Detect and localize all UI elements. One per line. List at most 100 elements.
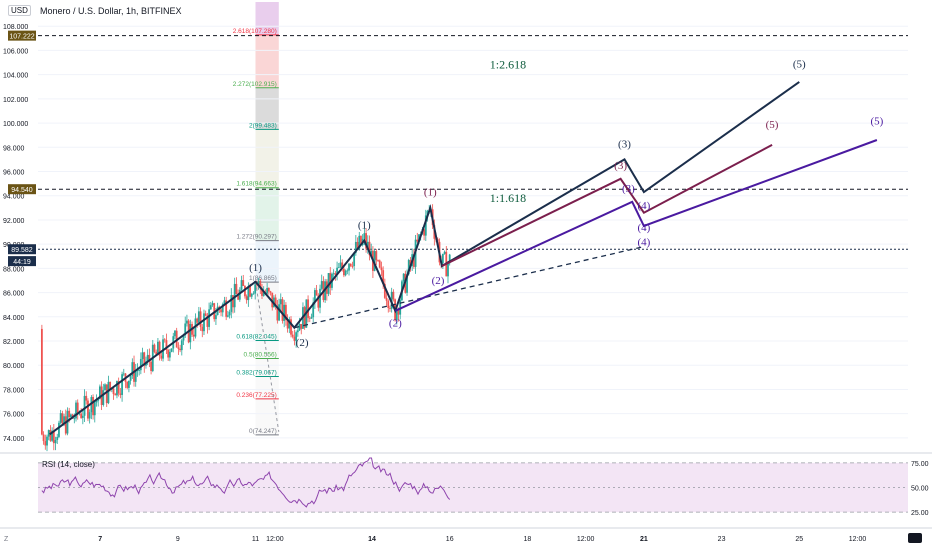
price-tag-text: 44:19	[13, 259, 31, 266]
x-tick-label: 9	[176, 536, 180, 543]
candle-body	[117, 381, 120, 394]
candle-body	[320, 281, 323, 289]
fib-level-label: 0.618(82.045)	[236, 333, 276, 340]
trend-dashed-line	[294, 245, 645, 329]
candle-body	[52, 430, 55, 444]
candle-body	[288, 319, 291, 329]
y-tick-label: 100.000	[3, 121, 28, 128]
candle-body	[92, 397, 94, 416]
candle-body	[354, 241, 357, 253]
candle-body	[107, 381, 110, 404]
fib-zone	[255, 340, 279, 435]
wave-label: (2)	[389, 317, 402, 329]
candle-body	[418, 234, 420, 242]
x-tick-label: 25	[795, 536, 803, 543]
wave-label: (4)	[637, 222, 650, 234]
candle-body	[416, 239, 419, 242]
candle-body	[269, 291, 272, 293]
fib-level-label: 1(86.865)	[249, 275, 277, 282]
currency-button[interactable]: USD	[8, 5, 31, 16]
candle-body	[247, 286, 250, 301]
candle-body	[348, 263, 350, 271]
candle-body	[170, 348, 173, 352]
candle-body	[232, 295, 234, 308]
candle-body	[155, 351, 158, 355]
candle-body	[424, 215, 427, 236]
candle-body	[233, 283, 236, 308]
candle-body	[146, 354, 149, 362]
candle-body	[182, 335, 185, 341]
candle-body	[406, 274, 408, 293]
candle-body	[382, 270, 385, 285]
candle-body	[180, 340, 183, 351]
fib-zone	[255, 87, 279, 130]
x-tick-label: 14	[368, 536, 376, 543]
candle-body	[262, 292, 265, 296]
candle-body	[203, 313, 205, 332]
candle-body	[312, 302, 315, 318]
candle-body	[109, 381, 112, 390]
candle-body	[162, 339, 164, 359]
candle-body	[126, 381, 129, 388]
candle-body	[102, 390, 105, 405]
y-tick-label: 104.000	[3, 73, 28, 80]
candle-body	[78, 413, 81, 415]
candle-body	[290, 319, 292, 335]
candle-body	[295, 332, 298, 341]
candle-body	[204, 313, 207, 316]
candle-body	[221, 304, 224, 313]
fib-level-label: 0.382(79.067)	[236, 370, 276, 377]
candle-body	[122, 373, 125, 375]
candle-body	[423, 229, 426, 236]
wave-label: (1)	[358, 219, 371, 231]
candle-body	[344, 270, 347, 276]
wave-path-purple	[394, 139, 878, 312]
x-tick-label: 23	[718, 536, 726, 543]
candle-body	[276, 305, 279, 321]
candle-body	[141, 352, 144, 360]
candle-body	[337, 267, 340, 269]
candle-body	[366, 241, 369, 249]
candle-body	[351, 265, 354, 267]
candle-body	[336, 267, 338, 275]
candle-body	[138, 370, 141, 371]
candle-body	[167, 349, 170, 358]
rsi-indicator-title: RSI (14, close)	[42, 460, 95, 469]
candle-body	[114, 394, 117, 396]
candle-body	[134, 370, 137, 382]
price-tag-text: 89.582	[11, 247, 33, 254]
candle-body	[319, 288, 321, 308]
x-tick-label: 12:00	[849, 536, 867, 543]
candle-body	[226, 315, 229, 317]
rsi-level-label: 25.00	[911, 510, 929, 517]
candle-body	[81, 415, 84, 418]
candle-body	[139, 359, 142, 371]
candle-body	[441, 253, 444, 263]
candle-body	[186, 320, 188, 324]
candle-body	[153, 344, 156, 352]
x-tick-label: 12:00	[577, 536, 595, 543]
wave-label: (4)	[637, 200, 650, 212]
wave-label: (3)	[618, 138, 631, 150]
ratio-label: 1:1.618	[490, 191, 526, 205]
candle-body	[341, 262, 344, 269]
candle-body	[356, 241, 359, 249]
fib-level-label: 2(99.483)	[249, 122, 277, 129]
rsi-line	[41, 457, 451, 508]
candle-body	[281, 299, 284, 321]
candle-body	[399, 300, 402, 315]
x-tick-label: 12:00	[266, 536, 284, 543]
y-tick-label: 106.000	[3, 48, 28, 55]
fib-level-label: 0(74.247)	[249, 428, 277, 435]
candle-body	[44, 441, 47, 446]
candle-body	[63, 416, 65, 424]
candle-body	[383, 284, 386, 298]
fib-level-label: 0.5(80.556)	[244, 352, 277, 359]
candle-body	[228, 311, 231, 316]
candle-body	[160, 355, 163, 359]
candle-body	[378, 260, 381, 268]
candle-body	[310, 317, 313, 319]
candle-body	[129, 375, 132, 381]
